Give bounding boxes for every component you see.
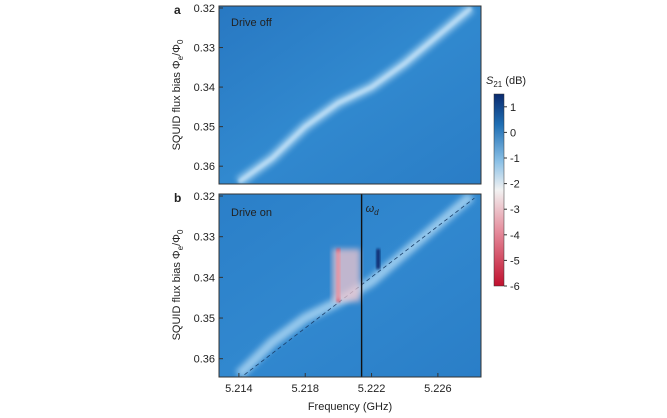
panel-a-letter: a <box>174 3 181 17</box>
panel-a-resonance-core <box>237 6 473 184</box>
colorbar-tick-label: -1 <box>510 153 520 165</box>
panel-b-peak-feature <box>376 248 381 270</box>
panel-b-x-ticks: 5.214 5.218 5.222 5.226 <box>225 373 452 395</box>
panel-b-y-ticks: 0.32 0.33 0.34 0.35 0.36 <box>194 191 223 366</box>
y-tick-label: 0.36 <box>194 161 215 173</box>
panel-a-y-ticks: 0.32 0.33 0.34 0.35 0.36 <box>194 3 223 173</box>
y-tick-label: 0.36 <box>194 354 215 366</box>
colorbar-tick-label: 1 <box>510 102 516 114</box>
panel-b-dip-halo <box>332 248 361 302</box>
y-tick-label: 0.35 <box>194 313 215 325</box>
panel-a: a Drive off 0.32 0.33 0.34 0.35 0.36 SQUID f… <box>171 3 482 185</box>
panel-b-y-axis-label: SQUID flux bias Φe/Φ0 <box>171 229 185 340</box>
x-tick-label: 5.226 <box>424 383 452 395</box>
x-tick-label: 5.222 <box>358 383 386 395</box>
y-tick-label: 0.34 <box>194 82 215 94</box>
panel-b-frame <box>218 193 482 378</box>
colorbar-gradient <box>493 93 505 287</box>
colorbar-tick-label: -5 <box>510 255 520 267</box>
panel-b-drive-marker-label: ωd <box>366 203 380 217</box>
panel-a-annotation: Drive off <box>231 17 273 29</box>
colorbar-tick-label: 0 <box>510 127 516 139</box>
colorbar-tick-label: -3 <box>510 204 520 216</box>
colorbar: S21 (dB) 1 0 -1 -2 -3 -4 -5 -6 <box>486 75 526 293</box>
colorbar-tick-label: -4 <box>510 230 520 242</box>
colorbar-tick-label: -6 <box>510 281 520 293</box>
x-tick-label: 5.214 <box>225 383 253 395</box>
panel-a-y-axis-label: SQUID flux bias Φe/Φ0 <box>171 39 185 150</box>
y-tick-label: 0.32 <box>194 191 215 203</box>
y-tick-label: 0.32 <box>194 3 215 15</box>
y-tick-label: 0.34 <box>194 272 215 284</box>
panel-b-annotation: Drive on <box>231 207 272 219</box>
panel-a-frame <box>218 5 482 185</box>
panel-b-letter: b <box>174 191 181 205</box>
y-tick-label: 0.35 <box>194 122 215 134</box>
colorbar-label: S21 (dB) <box>486 75 526 89</box>
colorbar-ticks: 1 0 -1 -2 -3 -4 -5 -6 <box>504 102 520 293</box>
panel-b: b Drive on ωd 0.32 0.33 0.34 0.35 0.36 5.214… <box>171 191 482 413</box>
x-tick-label: 5.218 <box>291 383 319 395</box>
colorbar-tick-label: -2 <box>510 179 520 191</box>
y-tick-label: 0.33 <box>194 43 215 55</box>
x-axis-label: Frequency (GHz) <box>308 401 392 413</box>
y-tick-label: 0.33 <box>194 232 215 244</box>
